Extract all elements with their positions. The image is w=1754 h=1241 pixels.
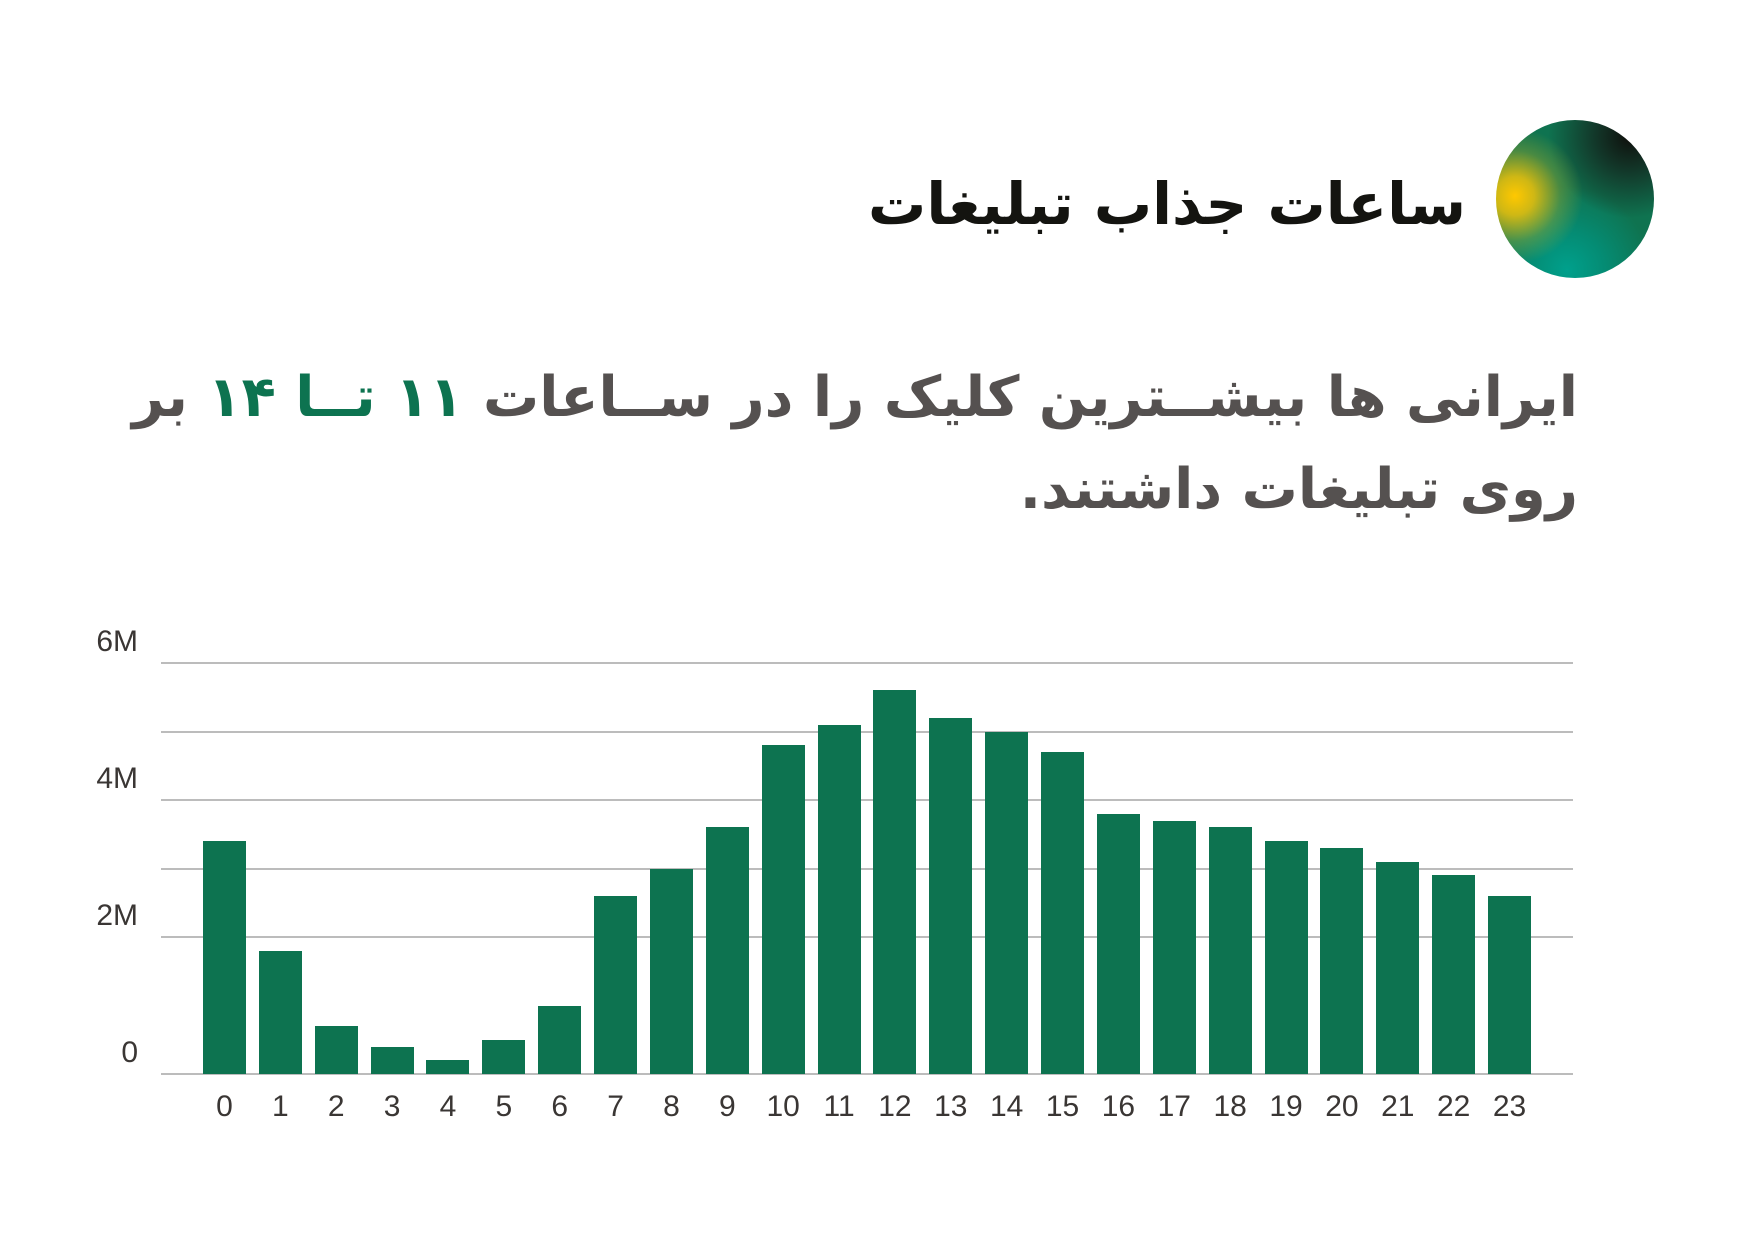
gridline [161,867,1573,870]
bar-hour-4 [426,1060,470,1074]
x-tick-label: 4 [439,1090,457,1123]
bar-hour-3 [370,1046,414,1074]
bar-hour-13 [929,717,973,1074]
x-tick-label: 17 [1157,1090,1191,1123]
bar-hour-10 [761,745,805,1074]
highlight-separator: تــا [275,365,396,430]
bar-hour-23 [1488,895,1531,1074]
highlight-hour-to: ۱۴ [207,365,276,430]
x-tick-label: 19 [1269,1090,1303,1123]
bar-hour-15 [1041,752,1085,1074]
gridline [161,730,1573,733]
x-tick-label: 7 [607,1090,624,1123]
bar-hour-22 [1432,875,1476,1074]
bar-hour-16 [1096,813,1140,1074]
x-tick-label: 6 [551,1090,569,1123]
x-tick-label: 14 [989,1090,1024,1123]
x-tick-label: 0 [216,1090,233,1123]
subtitle-part2: بر روی تبلیغات داشتند. [132,365,1578,522]
x-tick-label: 22 [1436,1090,1471,1123]
x-tick-label: 12 [878,1090,912,1123]
gridline [161,936,1573,938]
x-axis-baseline [161,1073,1573,1075]
x-tick-label: 20 [1325,1090,1359,1123]
gridline [161,799,1573,801]
y-tick-label: 6M [96,625,138,658]
bar-hour-21 [1376,861,1420,1074]
bar-hour-7 [594,895,638,1074]
highlight-hour-from: ۱۱ [395,365,464,430]
x-tick-label: 1 [272,1090,289,1123]
x-tick-label: 9 [718,1090,736,1123]
bar-hour-9 [705,827,749,1074]
bar-hour-2 [314,1026,358,1074]
bar-hour-19 [1264,841,1308,1074]
bar-hour-12 [873,690,917,1074]
bar-hour-1 [258,950,302,1074]
bar-hour-20 [1320,847,1364,1074]
gridline [161,662,1573,664]
page-title: ساعات جذاب تبلیغات [868,170,1467,238]
subtitle-part1: ایرانی ها بیشــترین کلیک را در ســاعات [463,365,1578,430]
x-tick-label: 15 [1045,1090,1080,1123]
x-tick-label: 3 [383,1090,401,1123]
bar-hour-14 [985,731,1029,1074]
x-tick-label: 8 [663,1090,680,1123]
bar-hour-8 [649,868,693,1074]
x-tick-label: 2 [327,1090,345,1123]
y-tick-label: 4M [96,762,138,795]
x-tick-label: 13 [934,1090,968,1123]
x-tick-label: 21 [1381,1090,1415,1123]
bar-hour-11 [817,724,861,1074]
x-tick-label: 23 [1492,1090,1527,1123]
bar-hour-0 [203,841,246,1074]
x-tick-label: 10 [766,1090,800,1123]
y-tick-label: 0 [121,1036,138,1069]
subtitle: ایرانی ها بیشــترین کلیک را در ســاعات ۱… [118,352,1578,536]
y-tick-label: 2M [96,899,138,932]
x-tick-label: 18 [1213,1090,1247,1123]
x-tick-label: 16 [1101,1090,1136,1123]
bar-hour-17 [1152,820,1196,1074]
bar-hour-18 [1208,827,1252,1074]
x-tick-label: 5 [495,1090,513,1123]
bar-hour-5 [482,1039,526,1074]
x-tick-label: 11 [823,1090,855,1123]
gradient-circle-badge [1496,120,1654,278]
bar-hour-6 [538,1005,582,1074]
